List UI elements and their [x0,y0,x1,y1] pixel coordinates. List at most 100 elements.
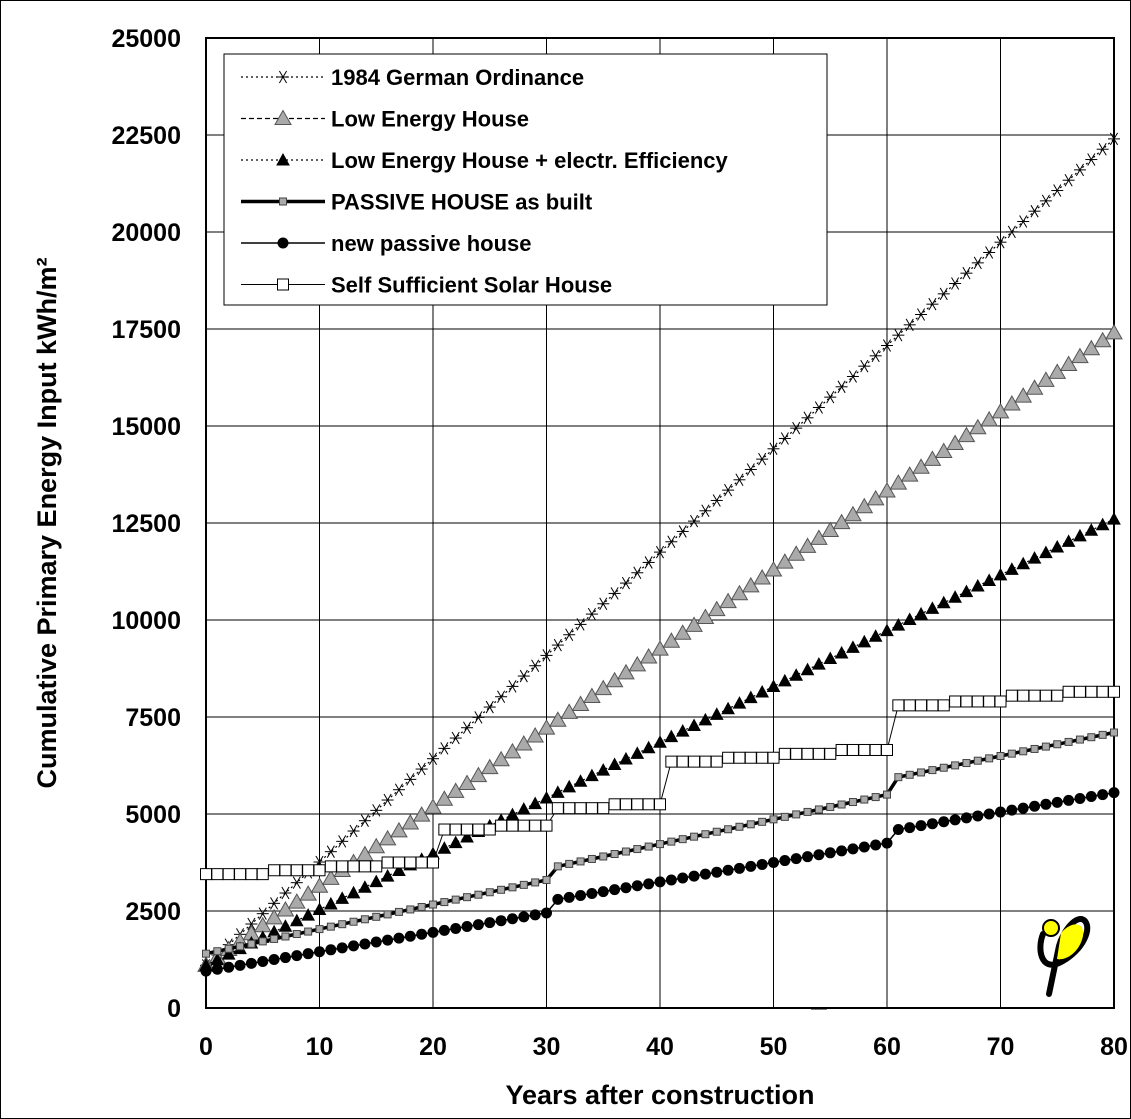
asterisk-marker [937,287,950,301]
square-open-marker [222,868,235,881]
circle-marker [892,824,904,836]
triangle-marker [1093,331,1112,348]
y-tick-label: 15000 [111,413,181,441]
asterisk-marker [1005,225,1018,239]
asterisk-marker [744,463,757,476]
triangle-filled-marker [1050,539,1065,553]
square-open-marker [370,860,383,873]
triangle-marker [912,458,930,474]
square-marker [701,830,710,839]
square-marker [848,798,857,807]
triangle-filled-marker [358,880,372,893]
triangle-filled-marker [1039,545,1053,559]
series-5 [200,787,1120,977]
asterisk-marker [279,886,292,900]
circle-marker [382,934,394,946]
triangle-filled-marker [778,673,792,687]
square-marker [667,837,676,846]
asterisk-marker [438,742,451,755]
square-marker [1098,730,1107,739]
y-tick-label: 7500 [125,704,181,732]
x-tick-label: 50 [760,1033,788,1061]
legend-box [223,53,828,306]
circle-marker [325,944,337,956]
square-marker [519,880,528,889]
triangle-filled-marker [1084,523,1099,536]
square-marker [451,895,460,904]
asterisk-marker [722,483,735,497]
triangle-filled-marker [698,712,713,726]
asterisk-marker [642,556,655,569]
asterisk-marker [551,638,564,652]
circle-marker [870,839,882,851]
square-marker [542,875,551,884]
asterisk-marker [915,308,928,321]
asterisk-marker [676,525,689,538]
triangle-marker [310,877,329,893]
circle-marker [960,812,972,824]
circle-marker [824,847,836,859]
asterisk-marker [881,339,893,352]
circle-marker [245,957,257,969]
asterisk-marker [858,359,871,373]
triangle-filled-marker [1027,551,1042,564]
asterisk-marker [277,70,289,84]
square-marker [383,910,392,919]
asterisk-marker [710,494,723,507]
square-open-marker [290,864,303,877]
y-tick-label: 5000 [125,801,181,829]
square-open-marker [483,823,496,836]
circle-marker [779,855,791,867]
x-tick-labels: 0 10 20 30 40 50 60 70 80 [199,1033,1128,1061]
square-open-marker [846,743,859,756]
square-marker [951,761,960,770]
circle-marker [699,868,711,880]
square-marker [508,883,517,892]
square-marker [417,902,426,911]
triangle-marker [775,553,794,569]
triangle-filled-marker [448,835,463,849]
triangle-marker [378,829,397,846]
square-open-marker [234,868,247,881]
triangle-filled-marker [607,757,622,771]
triangle-filled-marker [993,567,1008,581]
triangle-marker [274,109,292,125]
triangle-marker [673,624,692,640]
asterisk-marker [268,897,281,910]
square-marker [202,949,210,958]
square-open-marker [949,695,962,708]
asterisk-marker [1017,215,1030,228]
circle-marker [336,942,348,954]
square-marker [576,857,585,866]
asterisk-marker [903,318,916,332]
square-marker [724,825,733,834]
square-marker [213,947,222,956]
square-open-marker [915,699,928,712]
square-marker [917,768,926,777]
square-open-marker [1085,685,1098,698]
asterisk-marker [1028,204,1041,218]
square-open-marker [1051,689,1064,702]
triangle-marker [968,418,987,435]
square-marker [1064,737,1073,746]
asterisk-marker [688,514,701,528]
asterisk-marker [1062,173,1075,187]
triangle-filled-marker [914,606,928,620]
square-marker [1053,740,1062,749]
triangle-marker [560,703,579,719]
square-open-marker [710,755,723,768]
asterisk-marker [846,370,859,383]
x-tick-label: 10 [306,1033,334,1061]
square-open-marker [404,856,417,869]
square-open-marker [1073,685,1086,698]
square-marker [406,905,415,914]
circle-marker [688,870,700,882]
triangle-marker [787,545,806,561]
asterisk-marker [801,411,814,425]
circle-marker [450,922,462,934]
triangle-filled-marker [743,690,758,704]
triangle-filled-marker [380,869,395,882]
triangle-marker [628,655,647,672]
square-marker [769,815,778,824]
